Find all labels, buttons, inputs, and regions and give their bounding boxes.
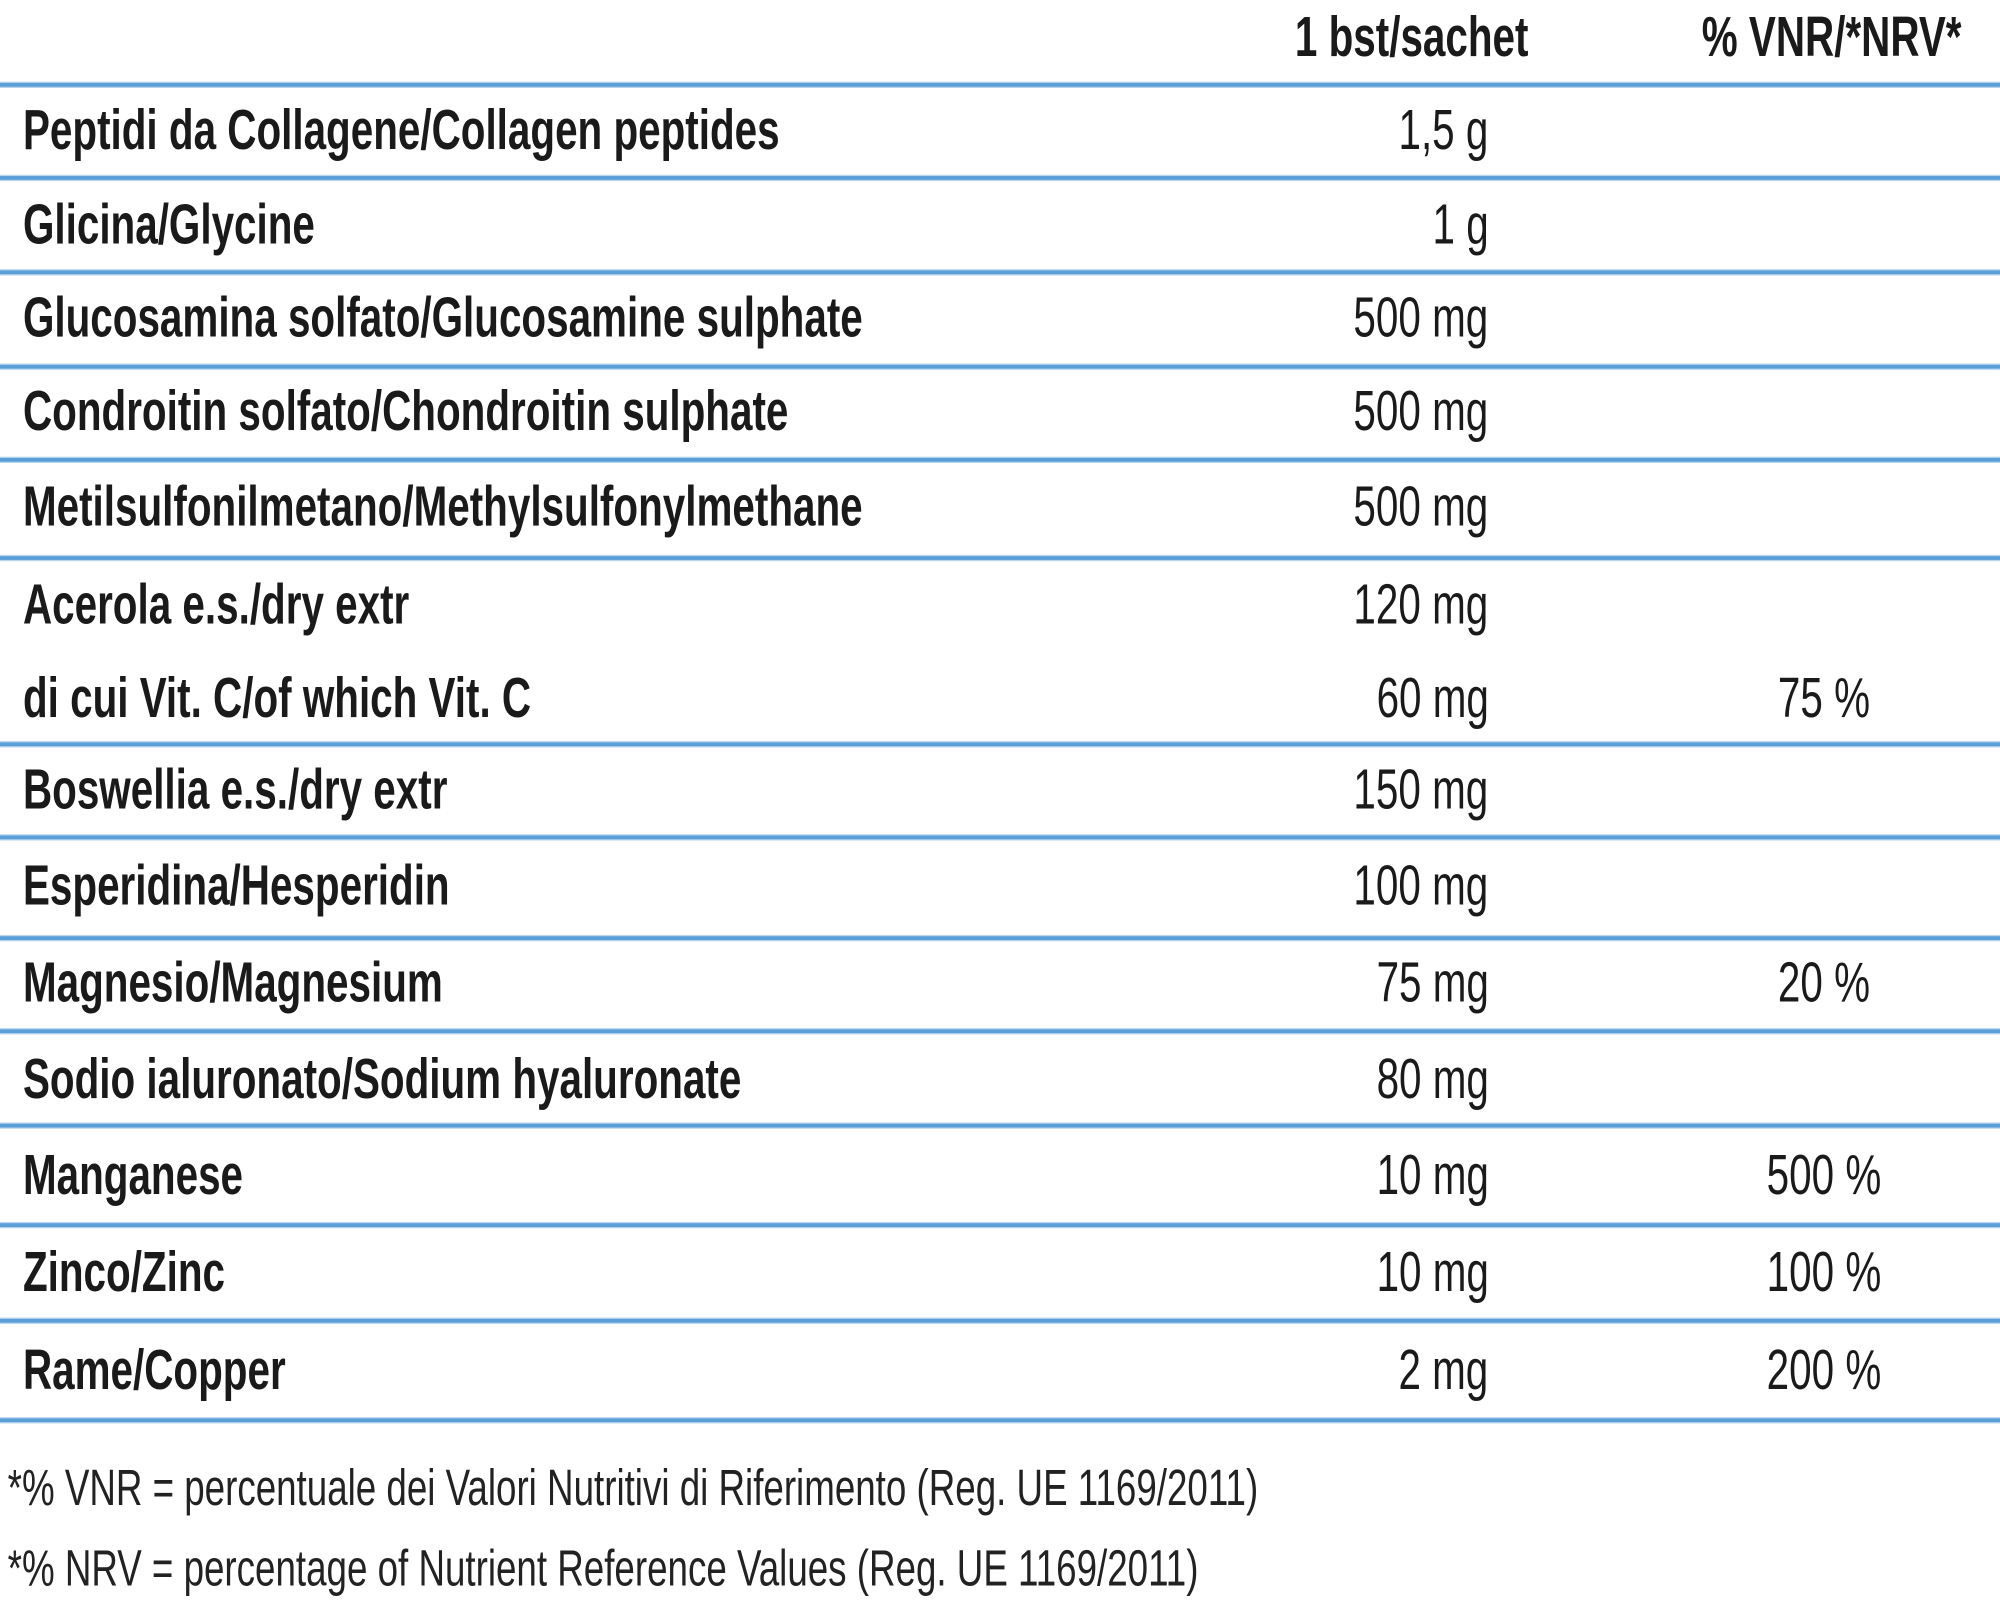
- row-value: 500 mg: [1353, 286, 1489, 350]
- row-nrv: 500 %: [1766, 1144, 1882, 1207]
- row-label: Boswellia e.s./dry extr: [22, 758, 448, 822]
- row-divider: [0, 936, 2000, 941]
- row-value: 10 mg: [1376, 1144, 1489, 1207]
- row-divider: [0, 364, 2000, 369]
- row-label: Rame/Copper: [22, 1339, 286, 1402]
- row-divider: [0, 270, 2000, 275]
- row-value: 150 mg: [1353, 758, 1489, 822]
- row-label: Acerola e.s./dry extr: [22, 573, 410, 637]
- row-nrv: 75 %: [1777, 667, 1871, 730]
- row-label: Glucosamina solfato/Glucosamine sulphate: [22, 286, 863, 350]
- footnote-nrv: *% NRV = percentage of Nutrient Referenc…: [7, 1540, 1199, 1597]
- row-value: 1 g: [1432, 193, 1489, 257]
- row-divider: [0, 82, 2000, 87]
- row-nrv: 200 %: [1766, 1339, 1882, 1402]
- row-label: Sodio ialuronato/Sodium hyaluronate: [22, 1048, 742, 1111]
- row-value: 2 mg: [1398, 1339, 1489, 1402]
- row-value: 10 mg: [1376, 1241, 1489, 1304]
- footnote-vnr: *% VNR = percentuale dei Valori Nutritiv…: [7, 1460, 1259, 1517]
- row-nrv: 20 %: [1777, 951, 1871, 1015]
- row-divider: [0, 1223, 2000, 1228]
- row-value: 80 mg: [1376, 1048, 1489, 1111]
- row-label: Peptidi da Collagene/Collagen peptides: [22, 99, 780, 162]
- row-value: 1,5 g: [1398, 99, 1489, 162]
- row-divider: [0, 742, 2000, 747]
- row-value: 500 mg: [1353, 475, 1489, 539]
- row-divider: [0, 835, 2000, 840]
- row-nrv: 100 %: [1766, 1241, 1882, 1304]
- row-divider: [0, 1318, 2000, 1323]
- row-divider: [0, 1418, 2000, 1423]
- row-value: 500 mg: [1353, 380, 1489, 443]
- row-label: Manganese: [22, 1144, 244, 1207]
- row-divider: [0, 457, 2000, 462]
- header-per-sachet: 1 bst/sachet: [1294, 6, 1529, 69]
- row-label: Magnesio/Magnesium: [22, 951, 443, 1015]
- row-divider: [0, 1123, 2000, 1128]
- row-label: Condroitin solfato/Chondroitin sulphate: [22, 380, 789, 443]
- row-label: di cui Vit. C/of which Vit. C: [22, 667, 532, 730]
- row-value: 120 mg: [1353, 573, 1489, 637]
- row-label: Esperidina/Hesperidin: [22, 854, 450, 918]
- row-value: 100 mg: [1353, 854, 1489, 918]
- row-divider: [0, 1029, 2000, 1034]
- row-value: 60 mg: [1376, 667, 1489, 730]
- row-divider: [0, 176, 2000, 180]
- row-divider: [0, 556, 2000, 560]
- row-label: Zinco/Zinc: [22, 1241, 225, 1304]
- row-label: Glicina/Glycine: [22, 193, 315, 257]
- row-value: 75 mg: [1376, 951, 1489, 1015]
- header-nrv: % VNR/*NRV*: [1701, 6, 1962, 69]
- row-label: Metilsulfonilmetano/Methylsulfonylmethan…: [22, 475, 863, 539]
